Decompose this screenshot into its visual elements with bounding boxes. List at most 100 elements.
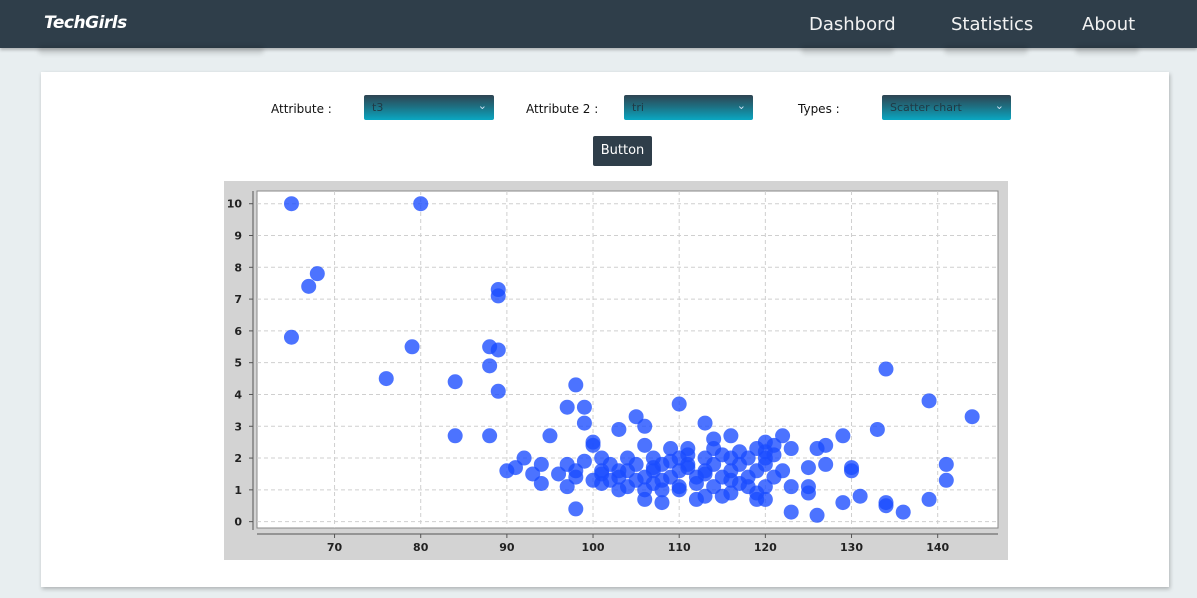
- data-point: [283, 329, 299, 345]
- data-point: [628, 472, 644, 488]
- data-point: [309, 266, 325, 282]
- data-point: [576, 453, 592, 469]
- data-point: [680, 460, 696, 476]
- x-tick-label: 70: [327, 541, 343, 554]
- data-points: [283, 196, 980, 523]
- data-point: [637, 491, 653, 507]
- data-point: [611, 482, 627, 498]
- data-point: [490, 342, 506, 358]
- y-tick-label: 10: [227, 198, 243, 211]
- data-point: [844, 463, 860, 479]
- data-point: [706, 479, 722, 495]
- logo[interactable]: TechGirls: [44, 13, 127, 33]
- data-point: [688, 475, 704, 491]
- data-point: [533, 475, 549, 491]
- data-point: [576, 415, 592, 431]
- data-point: [714, 447, 730, 463]
- data-point: [490, 383, 506, 399]
- data-point: [714, 488, 730, 504]
- data-point: [869, 421, 885, 437]
- data-point: [499, 463, 515, 479]
- navbar: TechGirls Dashbord Statistics About: [0, 0, 1197, 54]
- data-point: [559, 479, 575, 495]
- data-point: [542, 428, 558, 444]
- data-point: [723, 472, 739, 488]
- y-tick-label: 0: [234, 516, 242, 529]
- y-tick-label: 2: [234, 452, 242, 465]
- data-point: [938, 456, 954, 472]
- data-point: [533, 456, 549, 472]
- nav-dashboard[interactable]: Dashbord: [809, 14, 896, 35]
- data-point: [800, 485, 816, 501]
- data-point: [680, 447, 696, 463]
- attribute1-select[interactable]: t3 ⌄: [364, 95, 494, 120]
- x-tick-label: 100: [582, 541, 605, 554]
- nav-dashboard-shadow: [801, 46, 894, 54]
- data-point: [637, 437, 653, 453]
- nav-about[interactable]: About: [1082, 14, 1136, 35]
- nav-about-shadow: [1075, 46, 1139, 54]
- data-point: [697, 415, 713, 431]
- data-point: [301, 278, 317, 294]
- data-point: [697, 466, 713, 482]
- data-point: [628, 409, 644, 425]
- x-tick-label: 110: [668, 541, 691, 554]
- data-point: [723, 428, 739, 444]
- data-point: [645, 460, 661, 476]
- data-point: [740, 479, 756, 495]
- chart-card: Attribute : t3 ⌄ Attribute 2 : tri ⌄ Typ…: [41, 72, 1169, 587]
- data-point: [568, 377, 584, 393]
- data-point: [378, 371, 394, 387]
- data-point: [611, 421, 627, 437]
- data-point: [654, 472, 670, 488]
- data-point: [775, 428, 791, 444]
- data-point: [602, 472, 618, 488]
- x-tick-label: 140: [926, 541, 949, 554]
- data-point: [852, 488, 868, 504]
- data-point: [783, 479, 799, 495]
- y-tick-label: 4: [234, 388, 242, 401]
- y-tick-label: 6: [234, 325, 242, 338]
- submit-button[interactable]: Button: [593, 136, 652, 166]
- data-point: [878, 498, 894, 514]
- types-value: Scatter chart: [890, 101, 962, 114]
- data-point: [585, 437, 601, 453]
- data-point: [921, 491, 937, 507]
- data-point: [663, 453, 679, 469]
- data-point: [809, 507, 825, 523]
- scatter-chart: 70 80 90 100 110 120 130 140 0 1 2 3 4 5 6 7 8 9 10: [224, 181, 1008, 560]
- data-point: [576, 399, 592, 415]
- nav-statistics-shadow: [944, 46, 1028, 54]
- attribute2-select[interactable]: tri ⌄: [624, 95, 753, 120]
- data-point: [671, 396, 687, 412]
- data-point: [766, 469, 782, 485]
- data-point: [447, 428, 463, 444]
- y-tick-label: 3: [234, 420, 242, 433]
- nav-statistics[interactable]: Statistics: [951, 14, 1034, 35]
- data-point: [757, 444, 773, 460]
- data-point: [654, 495, 670, 511]
- data-point: [611, 463, 627, 479]
- chevron-down-icon: ⌄: [477, 99, 487, 112]
- x-tick-label: 130: [840, 541, 863, 554]
- data-point: [413, 196, 429, 212]
- data-point: [809, 441, 825, 457]
- data-point: [568, 469, 584, 485]
- data-point: [559, 399, 575, 415]
- data-point: [663, 441, 679, 457]
- axis-ticks: 70 80 90 100 110 120 130 140 0 1 2 3 4 5 6 7 8 9 10: [227, 198, 950, 554]
- attribute1-value: t3: [372, 101, 384, 114]
- chevron-down-icon: ⌄: [736, 99, 746, 112]
- types-label: Types :: [798, 102, 840, 116]
- attribute2-label: Attribute 2 :: [526, 102, 599, 116]
- data-point: [482, 358, 498, 374]
- data-point: [404, 339, 420, 355]
- types-select[interactable]: Scatter chart ⌄: [882, 95, 1011, 120]
- data-point: [757, 491, 773, 507]
- data-point: [671, 482, 687, 498]
- data-point: [525, 466, 541, 482]
- y-tick-label: 1: [234, 484, 242, 497]
- data-point: [938, 472, 954, 488]
- data-point: [551, 466, 567, 482]
- x-tick-label: 120: [754, 541, 777, 554]
